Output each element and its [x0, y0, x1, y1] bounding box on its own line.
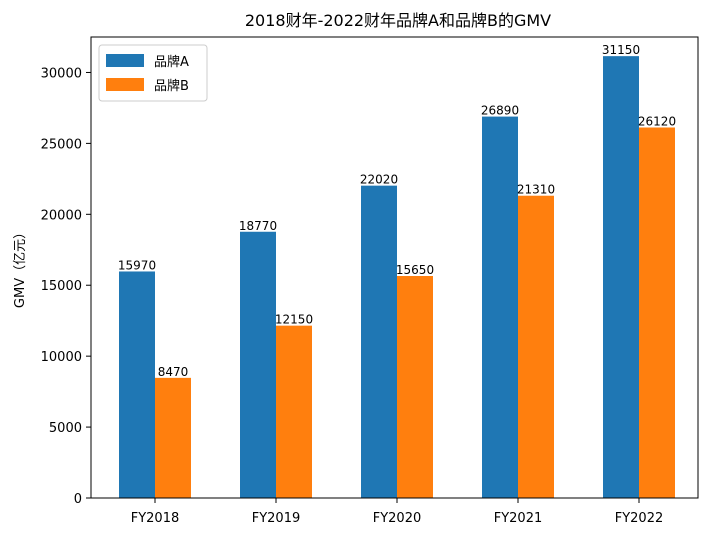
- y-tick-label: 25000: [41, 137, 82, 152]
- bar-series-2: [397, 276, 433, 498]
- data-label: 15650: [396, 263, 434, 277]
- bar-series-2: [518, 195, 554, 499]
- x-tick-label: FY2020: [373, 511, 422, 526]
- data-label: 26890: [481, 104, 519, 118]
- bar-series-2: [639, 127, 675, 498]
- x-tick-label: FY2022: [615, 511, 664, 526]
- data-label: 15970: [118, 258, 156, 272]
- legend-label: 品牌A: [154, 54, 189, 70]
- y-tick-label: 10000: [41, 350, 82, 365]
- bar-series-1: [361, 185, 397, 498]
- legend: 品牌A 品牌B: [98, 44, 208, 102]
- data-label: 8470: [158, 365, 189, 379]
- data-label: 18770: [239, 219, 277, 233]
- y-tick-label: 0: [74, 492, 82, 507]
- legend-swatch: [106, 54, 144, 67]
- x-tick-label: FY2019: [252, 511, 301, 526]
- x-tick-label: FY2018: [131, 511, 180, 526]
- data-label: 12150: [275, 313, 313, 327]
- data-label: 26120: [638, 114, 676, 128]
- bar-series-1: [482, 116, 518, 499]
- chart-title: 2018财年-2022财年品牌A和品牌B的GMV: [245, 11, 551, 30]
- bar-series-1: [119, 271, 155, 498]
- data-label: 22020: [360, 173, 398, 187]
- bar-series-1: [603, 56, 639, 498]
- y-axis-label: GMV（亿元）: [13, 226, 28, 308]
- data-label: 21310: [517, 183, 555, 197]
- y-tick-label: 20000: [41, 208, 82, 223]
- bar-series-1: [240, 231, 276, 499]
- y-tick-label: 15000: [41, 279, 82, 294]
- y-tick-label: 30000: [41, 66, 82, 81]
- data-label: 31150: [602, 43, 640, 57]
- bar-series-2: [155, 377, 191, 498]
- plot-area: 15970 18770 22020 26890 31150 8470 12150 15650 2…: [118, 43, 676, 499]
- y-axis: 0 5000 10000 15000 20000 25000 30000: [41, 66, 91, 507]
- legend-frame: [98, 44, 208, 102]
- bar-series-2: [276, 325, 312, 498]
- y-tick-label: 5000: [49, 421, 82, 436]
- plot-frame: [90, 36, 699, 499]
- legend-swatch: [106, 78, 144, 91]
- x-tick-label: FY2021: [494, 511, 543, 526]
- x-axis: FY2018 FY2019 FY2020 FY2021 FY2022: [131, 498, 664, 526]
- legend-label: 品牌B: [154, 78, 189, 94]
